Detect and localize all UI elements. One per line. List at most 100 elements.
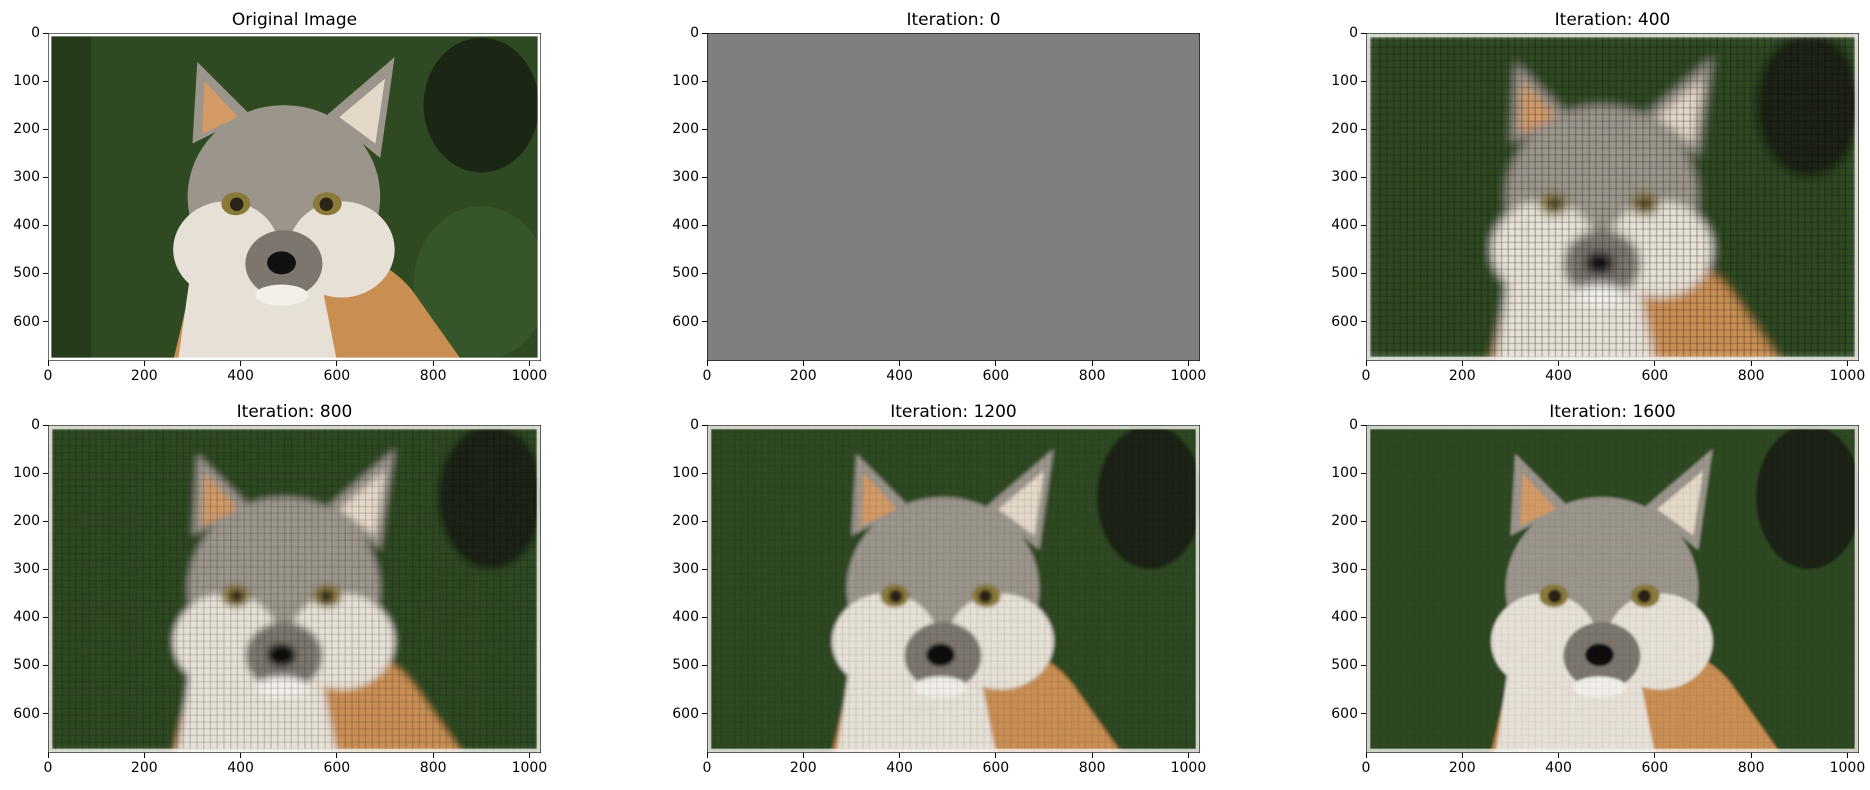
y-tick-mark bbox=[1361, 664, 1366, 666]
x-tick-mark bbox=[899, 753, 901, 758]
x-tick-mark bbox=[1461, 361, 1463, 366]
y-tick-label: 600 bbox=[672, 313, 699, 330]
y-tick-mark bbox=[1361, 32, 1366, 34]
light-foliage bbox=[413, 206, 541, 361]
y-tick-label: 100 bbox=[1331, 73, 1358, 90]
noise-artifacts bbox=[48, 425, 541, 753]
x-tick-mark bbox=[802, 361, 804, 366]
x-tick-label: 0 bbox=[43, 760, 53, 776]
x-tick-label: 800 bbox=[1078, 368, 1106, 384]
x-tick-mark bbox=[1558, 753, 1560, 758]
y-tick-mark bbox=[43, 272, 48, 274]
x-tick-mark bbox=[802, 753, 804, 758]
x-tick-label: 0 bbox=[702, 368, 712, 384]
y-tick-label: 500 bbox=[672, 657, 699, 674]
fox-chin bbox=[255, 284, 308, 306]
x-tick-label: 400 bbox=[886, 760, 913, 776]
panel-title: Iteration: 800 bbox=[236, 402, 353, 422]
y-tick-mark bbox=[1361, 176, 1366, 178]
x-tick-label: 1000 bbox=[1170, 368, 1207, 384]
panel-image bbox=[707, 33, 1200, 361]
y-tick-label: 100 bbox=[13, 73, 40, 90]
x-tick-mark bbox=[1461, 753, 1463, 758]
x-tick-mark bbox=[1187, 753, 1189, 758]
x-tick-label: 200 bbox=[130, 368, 158, 384]
edge-artifact bbox=[707, 425, 1200, 753]
y-tick-mark bbox=[702, 616, 707, 618]
x-tick-label: 200 bbox=[789, 760, 817, 776]
panel-image bbox=[48, 425, 541, 753]
y-tick-label: 300 bbox=[672, 169, 699, 186]
y-tick-mark bbox=[43, 472, 48, 474]
y-tick-label: 0 bbox=[31, 417, 40, 433]
y-tick-label: 600 bbox=[1331, 705, 1358, 722]
blank-image bbox=[707, 33, 1200, 361]
x-tick-label: 400 bbox=[1545, 760, 1572, 776]
x-tick-mark bbox=[899, 361, 901, 366]
x-tick-mark bbox=[706, 753, 708, 758]
panel-image bbox=[48, 33, 541, 361]
x-tick-label: 0 bbox=[43, 368, 53, 384]
x-tick-mark bbox=[47, 361, 49, 366]
y-tick-mark bbox=[43, 32, 48, 34]
x-tick-mark bbox=[1558, 361, 1560, 366]
x-tick-label: 1000 bbox=[511, 760, 548, 776]
y-tick-mark bbox=[702, 424, 707, 426]
x-tick-label: 600 bbox=[323, 760, 351, 776]
y-tick-mark bbox=[702, 32, 707, 34]
y-tick-label: 0 bbox=[31, 25, 40, 41]
panel-title: Iteration: 1600 bbox=[1549, 402, 1676, 422]
x-tick-mark bbox=[240, 361, 242, 366]
y-tick-label: 100 bbox=[672, 73, 699, 90]
panel-image bbox=[1366, 425, 1859, 753]
x-tick-mark bbox=[1846, 361, 1848, 366]
y-tick-mark bbox=[702, 520, 707, 522]
x-tick-label: 600 bbox=[323, 368, 351, 384]
x-tick-label: 0 bbox=[1361, 368, 1371, 384]
x-tick-mark bbox=[1187, 361, 1189, 366]
y-tick-mark bbox=[702, 224, 707, 226]
y-tick-mark bbox=[1361, 272, 1366, 274]
x-tick-mark bbox=[1654, 361, 1656, 366]
y-tick-label: 200 bbox=[1331, 513, 1358, 530]
y-tick-label: 300 bbox=[13, 561, 40, 578]
y-tick-label: 0 bbox=[690, 417, 699, 433]
x-tick-label: 600 bbox=[1641, 368, 1669, 384]
y-tick-label: 600 bbox=[1331, 313, 1358, 330]
y-tick-label: 100 bbox=[13, 465, 40, 482]
noise-artifacts bbox=[1366, 425, 1859, 753]
fox-right-pupil bbox=[319, 197, 334, 211]
edge-artifact bbox=[1366, 425, 1859, 753]
y-tick-mark bbox=[702, 472, 707, 474]
y-tick-mark bbox=[1361, 568, 1366, 570]
x-tick-label: 800 bbox=[1737, 760, 1765, 776]
x-tick-label: 600 bbox=[982, 368, 1010, 384]
panel-title: Original Image bbox=[231, 10, 358, 30]
x-tick-mark bbox=[528, 361, 530, 366]
y-tick-mark bbox=[702, 272, 707, 274]
y-tick-label: 300 bbox=[672, 561, 699, 578]
y-tick-mark bbox=[702, 176, 707, 178]
y-tick-mark bbox=[43, 424, 48, 426]
y-tick-label: 500 bbox=[13, 265, 40, 282]
x-tick-mark bbox=[336, 361, 338, 366]
y-tick-mark bbox=[43, 520, 48, 522]
fox-right-inner-ear bbox=[339, 78, 386, 144]
noise-artifacts bbox=[707, 425, 1200, 753]
y-tick-label: 500 bbox=[672, 265, 699, 282]
x-tick-label: 200 bbox=[1448, 368, 1476, 384]
x-tick-mark bbox=[1365, 753, 1367, 758]
y-tick-label: 500 bbox=[1331, 657, 1358, 674]
y-tick-label: 300 bbox=[13, 169, 40, 186]
y-tick-mark bbox=[43, 713, 48, 715]
y-tick-label: 200 bbox=[1331, 121, 1358, 138]
y-tick-label: 300 bbox=[1331, 561, 1358, 578]
panel-title: Iteration: 0 bbox=[906, 10, 1001, 30]
fox-left-inner-ear bbox=[202, 81, 239, 134]
y-tick-mark bbox=[1361, 713, 1366, 715]
x-tick-label: 400 bbox=[886, 368, 913, 384]
panel-image bbox=[1366, 33, 1859, 361]
edge-artifact bbox=[1366, 33, 1859, 361]
y-tick-mark bbox=[702, 321, 707, 323]
